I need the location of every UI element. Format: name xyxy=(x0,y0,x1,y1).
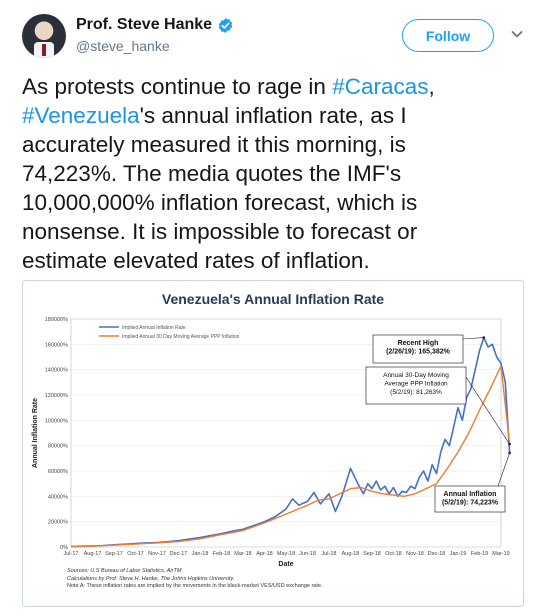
x-tick-label: Nov-18 xyxy=(406,551,424,557)
x-tick-label: Jul-18 xyxy=(322,551,337,557)
text-segment: As protests continue to rage in xyxy=(22,74,333,99)
x-tick-label: Mar-19 xyxy=(492,551,509,557)
text-segment: 's annual inflation rate, as I xyxy=(139,103,407,128)
y-tick-label: 160000% xyxy=(45,342,68,348)
x-tick-label: Sep-17 xyxy=(105,551,123,557)
annotation-text: Average PPP Inflation xyxy=(384,381,448,388)
y-axis-title: Annual Inflation Rate xyxy=(32,398,39,468)
avatar[interactable] xyxy=(22,14,66,58)
x-tick-label: Jun-18 xyxy=(299,551,316,557)
annotation-text: (5/2/19): 81,263% xyxy=(390,389,442,396)
x-tick-label: Jan-18 xyxy=(192,551,209,557)
annotation-leader xyxy=(497,452,510,487)
annotation-text: Recent High xyxy=(398,340,439,347)
x-tick-label: Aug-18 xyxy=(342,551,360,557)
hashtag-venezuela[interactable]: #Venezuela xyxy=(22,103,140,128)
x-axis-title: Date xyxy=(278,561,293,568)
annotation-box xyxy=(372,334,464,364)
annotation-box xyxy=(365,366,467,405)
annotation-leader xyxy=(465,376,510,445)
handle[interactable]: @steve_hanke xyxy=(76,38,170,54)
source-line: Sources: U.S Bureau of Labor Statistics,… xyxy=(67,568,182,574)
x-tick-label: Jul-17 xyxy=(64,551,79,557)
legend-label: Implied Annual Inflation Rate xyxy=(122,325,186,331)
text-segment: , xyxy=(428,74,435,99)
tweet-line: #Venezuela's annual inflation rate, as I xyxy=(22,101,522,130)
y-tick-label: 140000% xyxy=(45,368,68,374)
x-tick-label: Oct-18 xyxy=(385,551,402,557)
avatar-tie xyxy=(42,44,46,56)
tweet-line: accurately measured it this morning, is xyxy=(22,132,406,157)
y-tick-label: 0% xyxy=(60,545,68,551)
verified-badge-icon xyxy=(218,17,233,33)
annotation-text: Annual Inflation xyxy=(444,491,497,498)
annotation-point xyxy=(508,451,511,455)
source-line: Calculations by Prof. Steve H. Hanke, Th… xyxy=(67,575,235,582)
x-tick-label: Oct-17 xyxy=(127,551,144,557)
y-tick-label: 20000% xyxy=(48,520,68,526)
y-tick-label: 100000% xyxy=(45,418,68,424)
tweet-media-chart[interactable]: Venezuela's Annual Inflation Rate 0% 2000… xyxy=(22,280,524,607)
tweet-line: 74,223%. The media quotes the IMF's xyxy=(22,161,402,186)
annotation-point xyxy=(482,336,486,339)
x-tick-label: Jan-19 xyxy=(450,551,467,557)
chart-title: Venezuela's Annual Inflation Rate xyxy=(161,291,385,307)
y-tick-label: 40000% xyxy=(48,494,68,500)
tweet-line: estimate elevated rates of inflation. xyxy=(22,248,370,273)
series-line-1 xyxy=(70,336,511,548)
chevron-down-icon[interactable] xyxy=(510,27,524,41)
x-tick-label: Apr-18 xyxy=(256,551,273,557)
name-row: Prof. Steve Hanke xyxy=(76,16,234,34)
tweet-line: nonsense. It is impossible to forecast o… xyxy=(22,219,418,244)
series-line-2 xyxy=(70,365,511,548)
x-tick-label: Mar-18 xyxy=(234,551,251,557)
x-tick-label: May-18 xyxy=(277,551,295,557)
y-tick-label: 180000% xyxy=(45,317,68,323)
x-tick-label: Feb-18 xyxy=(213,551,230,557)
y-tick-label: 120000% xyxy=(45,393,68,399)
inflation-chart: 0% 20000% 40000% 60000% 80000% 100000% 120000%… xyxy=(32,317,511,568)
follow-button[interactable]: Follow xyxy=(402,19,494,52)
x-tick-label: Dec-17 xyxy=(170,551,188,557)
annotation-leader xyxy=(462,337,484,340)
x-tick-label: Aug-17 xyxy=(84,551,102,557)
x-tick-label: Nov-17 xyxy=(148,551,166,557)
annotation-text: Annual 30-Day Moving xyxy=(383,372,449,379)
annotation-box xyxy=(434,485,506,513)
legend-label: Implied Annual 30 Day Moving Average PPP… xyxy=(122,334,240,340)
annotation-text: (2/26/19): 165,382% xyxy=(386,349,451,356)
tweet-line: As protests continue to rage in #Caracas… xyxy=(22,72,522,101)
x-tick-label: Feb-19 xyxy=(471,551,488,557)
tweet-header: Prof. Steve Hanke @steve_hanke Follow xyxy=(0,0,544,66)
x-tick-label: Sep-18 xyxy=(363,551,381,557)
source-note: Note A: These inflation rates are implie… xyxy=(67,583,323,589)
x-tick-label: Dec-18 xyxy=(428,551,446,557)
chart-source: Sources: U.S Bureau of Labor Statistics,… xyxy=(67,568,322,591)
display-name[interactable]: Prof. Steve Hanke xyxy=(76,16,213,33)
tweet-line: 10,000,000% inflation forecast, which is xyxy=(22,190,418,215)
annotation-point xyxy=(508,442,511,446)
tweet-text: As protests continue to rage in #Caracas… xyxy=(22,72,522,275)
y-tick-label: 80000% xyxy=(48,444,68,450)
y-tick-label: 60000% xyxy=(48,469,68,475)
hashtag-caracas[interactable]: #Caracas xyxy=(332,74,429,99)
annotation-text: (5/2/19): 74,223% xyxy=(442,500,499,507)
